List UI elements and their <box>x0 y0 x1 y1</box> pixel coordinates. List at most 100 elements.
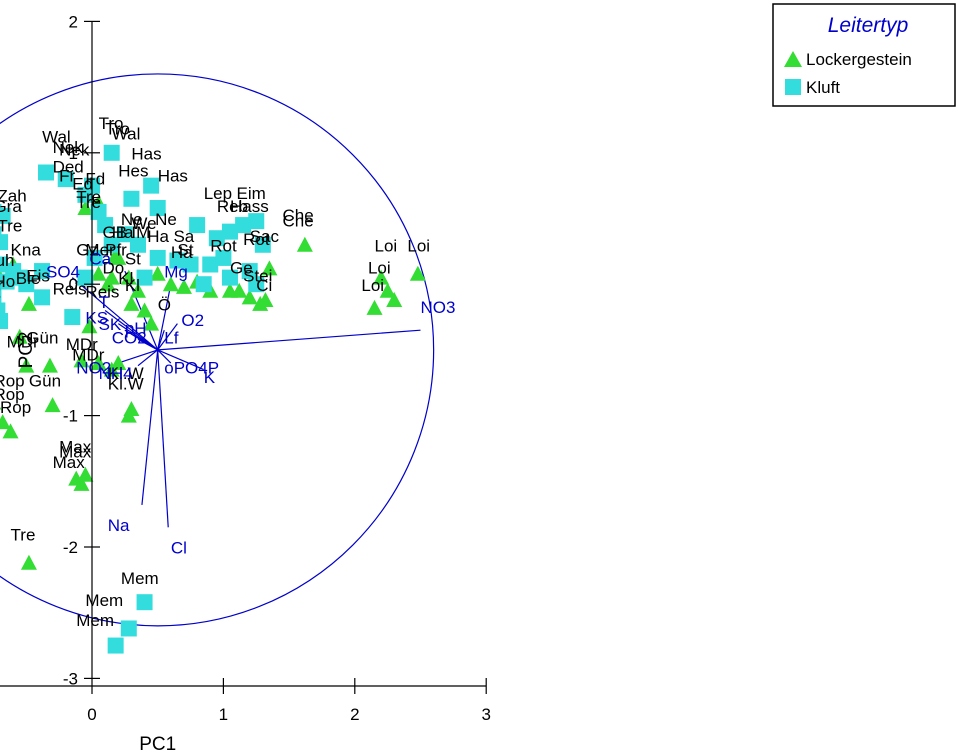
point-lockergestein <box>123 295 140 311</box>
vector-t <box>104 310 159 351</box>
point-label: Hes <box>118 161 148 180</box>
point-label: Tro <box>105 119 130 138</box>
correlation-circle-outline <box>0 73 435 627</box>
point-label: Wal <box>42 127 71 146</box>
point-label: Ge <box>230 259 253 278</box>
point-lockergestein <box>107 247 124 263</box>
vector-nh4 <box>137 349 159 367</box>
point-label: Ci <box>256 276 272 295</box>
point-label: Kna <box>11 240 42 259</box>
point-kluft <box>64 309 81 326</box>
point-lockergestein <box>90 355 107 371</box>
legend: Leitertyp Lockergestein Kluft <box>772 3 956 107</box>
vector-mg <box>157 284 172 351</box>
point-label: Kl <box>125 276 140 295</box>
point-kluft <box>123 190 140 207</box>
correlation-circle <box>0 73 435 627</box>
point-lockergestein <box>129 282 146 298</box>
point-lockergestein <box>77 199 94 215</box>
point-lockergestein <box>143 315 160 331</box>
y-tick-label: -2 <box>63 538 78 557</box>
vector-co2 <box>137 338 158 351</box>
point-lockergestein <box>175 278 192 294</box>
point-kluft <box>107 637 124 654</box>
vector-no3 <box>157 329 421 351</box>
y-tick-label: 1 <box>69 144 78 163</box>
point-kluft <box>235 217 252 234</box>
y-tick-label: 0 <box>69 275 78 294</box>
point-label: Kaer <box>0 276 3 295</box>
point-kluft <box>136 269 153 286</box>
point-label: Che <box>283 211 314 230</box>
point-label: Zah <box>0 186 27 205</box>
point-kluft <box>116 226 133 243</box>
point-label: Mem <box>76 611 114 630</box>
point-kluft <box>57 171 74 188</box>
point-lockergestein <box>41 357 58 373</box>
legend-title: Leitertyp <box>828 14 909 37</box>
point-lockergestein <box>11 328 28 344</box>
point-label: GB <box>103 223 128 242</box>
point-kluft <box>0 207 11 224</box>
point-lockergestein <box>73 475 90 491</box>
point-kluft <box>0 234 9 251</box>
point-label: Pfr <box>105 240 127 259</box>
point-kluft <box>208 230 225 247</box>
point-label: Ö <box>158 295 171 314</box>
point-label: Mer <box>85 240 115 259</box>
point-label: Nek <box>53 138 84 157</box>
point-lockergestein <box>409 265 426 281</box>
point-lockergestein <box>73 352 90 368</box>
point-lockergestein <box>120 407 137 423</box>
point-kluft <box>34 263 51 280</box>
point-label: Mem <box>121 569 159 588</box>
y-tick-label: -3 <box>63 669 78 688</box>
point-kluft <box>120 620 137 637</box>
point-label: We <box>131 214 156 233</box>
point-lockergestein <box>44 397 61 413</box>
point-label: Max <box>53 453 86 472</box>
point-kluft <box>0 312 9 329</box>
point-label: Max <box>59 443 92 462</box>
point-lockergestein <box>231 282 248 298</box>
point-label: Ed <box>72 175 93 194</box>
point-label: Ha <box>112 223 134 242</box>
point-kluft <box>86 249 103 266</box>
point-label: Loi <box>375 236 398 255</box>
point-lockergestein <box>257 291 274 307</box>
point-kluft <box>215 249 232 266</box>
vector-label-ca: Ca <box>89 249 111 268</box>
point-label: Rop <box>0 398 31 417</box>
vector-label-lf: Lf <box>164 328 178 347</box>
point-kluft <box>248 276 265 293</box>
vector-label-o2: O2 <box>181 311 204 330</box>
point-label: Ha <box>171 243 193 262</box>
point-lockergestein <box>81 318 98 334</box>
x-tick-label: 1 <box>219 705 228 724</box>
point-kluft <box>34 289 51 306</box>
point-label: Hass <box>230 197 269 216</box>
vector-k <box>157 349 204 371</box>
point-label: Mem <box>85 591 123 610</box>
point-label: Has <box>131 144 161 163</box>
point-label: Reis <box>53 280 87 299</box>
point-lockergestein <box>2 423 19 439</box>
x-axis-title: PC1 <box>139 734 176 755</box>
point-label: Do <box>103 259 125 278</box>
point-label: St <box>125 249 141 268</box>
point-label: Reb <box>217 197 248 216</box>
vector-label-sk: SK <box>99 315 122 334</box>
point-label: MDr <box>72 345 104 364</box>
point-label: Kuh <box>0 251 15 270</box>
point-label: Kl.W <box>108 364 144 383</box>
vector-label-cl: Cl <box>171 539 187 558</box>
point-kluft <box>149 199 166 216</box>
point-lockergestein <box>386 291 403 307</box>
point-lockergestein <box>110 355 127 371</box>
vector-no2 <box>118 349 158 364</box>
point-label: Has <box>158 167 188 186</box>
point-label: Eim <box>237 184 266 203</box>
point-kluft <box>90 203 107 220</box>
point-label: Lep <box>204 184 232 203</box>
